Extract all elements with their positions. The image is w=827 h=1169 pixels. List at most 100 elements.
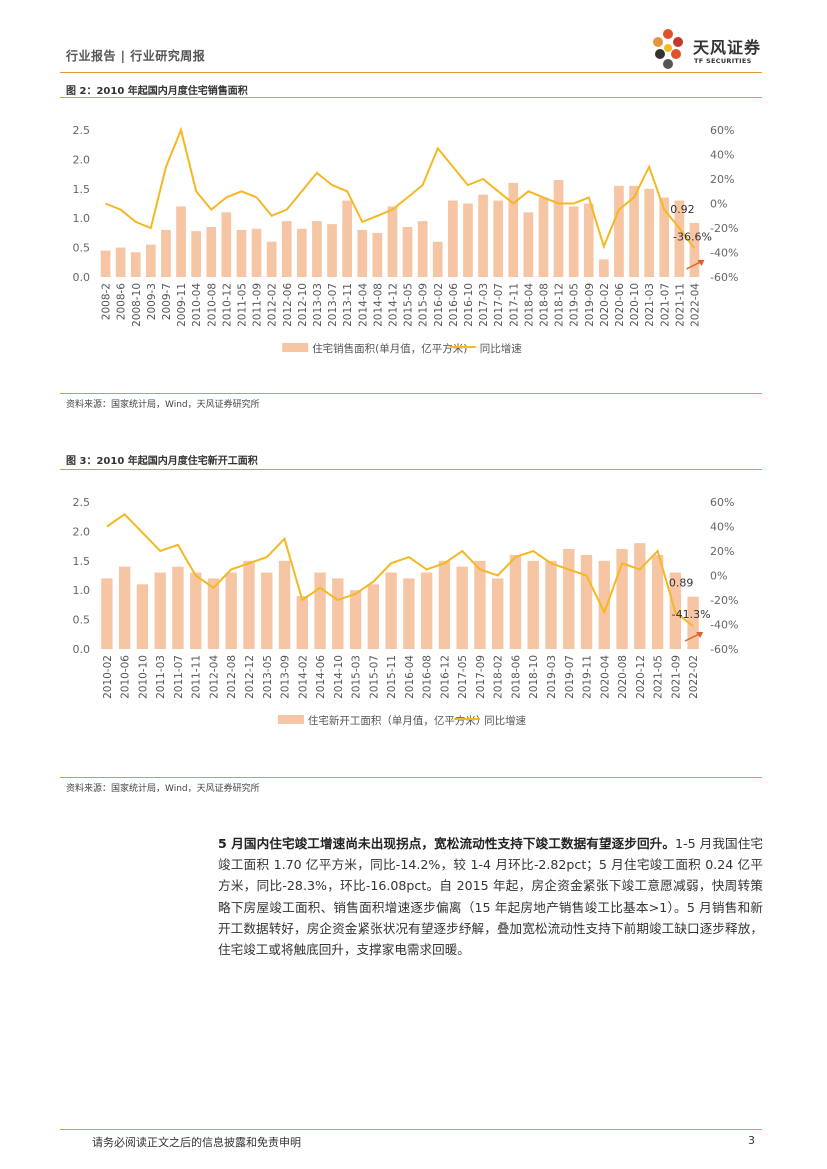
bar	[266, 241, 277, 277]
x-tick-label: 2010-06	[120, 655, 132, 699]
y-left-tick-label: 1.5	[73, 183, 91, 196]
bar	[463, 203, 473, 277]
bar-value-annotation: 0.92	[670, 203, 695, 216]
figure-3-svg: 0.0 0.5 1.0 1.5 2.0 2.5 -60% -40% -20% 0% 20% 40% 60…	[73, 496, 739, 727]
x-tick-label: 2017-05	[457, 655, 469, 699]
x-tick-label: 2014-02	[297, 655, 309, 699]
x-tick-label: 2013-07	[327, 283, 339, 327]
x-tick-label: 2009-7	[161, 283, 173, 320]
bar	[509, 554, 522, 649]
bar	[349, 590, 362, 649]
bar	[616, 549, 628, 649]
flower-logo-icon	[653, 29, 683, 69]
bar	[527, 560, 539, 649]
legend-bar-label: 住宅销售面积(单月值，亿平方米)	[312, 342, 467, 355]
bar	[221, 212, 232, 277]
bar	[403, 578, 415, 649]
y-left-tick-label: 1.5	[73, 555, 91, 568]
y-right-tick-label: 0%	[710, 198, 727, 211]
x-tick-label: 2012-02	[267, 283, 279, 327]
x-tick-label: 2016-08	[422, 655, 434, 699]
bar	[367, 584, 380, 649]
bar	[687, 596, 699, 649]
x-tick-label: 2015-09	[418, 283, 430, 327]
header-divider	[60, 72, 762, 73]
bar	[402, 227, 413, 277]
x-tick-label: 2013-05	[262, 655, 274, 699]
x-tick-label: 2018-04	[523, 283, 535, 327]
figure-2-bottom-rule	[60, 393, 762, 394]
x-tick-label: 2014-06	[315, 655, 327, 699]
bar	[417, 221, 428, 277]
x-tick-label: 2021-11	[674, 283, 686, 327]
figure-3-source: 资料来源：国家统计局，Wind，天风证券研究所	[66, 784, 260, 794]
bar	[438, 560, 451, 649]
x-tick-label: 2014-12	[387, 283, 399, 327]
figure-2-source: 资料来源：国家统计局，Wind，天风证券研究所	[66, 400, 260, 410]
x-tick-label: 2016-04	[404, 655, 416, 699]
y-left-tick-label: 2.5	[73, 124, 91, 137]
report-section-label: 行业报告 | 行业研究周报	[66, 49, 206, 63]
bar	[456, 566, 468, 649]
y-right-tick-label: -20%	[710, 594, 738, 607]
y-right-tick-label: 60%	[710, 124, 734, 137]
bar	[100, 250, 111, 277]
x-tick-label: 2017-11	[508, 283, 520, 327]
x-tick-label: 2011-07	[173, 655, 185, 699]
bar	[432, 241, 443, 277]
bar	[357, 229, 368, 277]
y-right-tick-label: 20%	[710, 173, 734, 186]
bar	[176, 206, 186, 277]
bar	[101, 578, 113, 649]
logo-name-cn: 天风证券	[693, 38, 762, 57]
bar	[508, 182, 519, 277]
x-tick-label: 2017-07	[493, 283, 505, 327]
bar	[492, 578, 504, 649]
bar	[644, 188, 654, 277]
x-tick-label: 2009-11	[176, 283, 188, 327]
bar	[118, 566, 131, 649]
legend-line-label: 同比增速	[480, 342, 522, 355]
bar	[634, 543, 646, 649]
x-tick-label: 2010-04	[191, 283, 203, 327]
x-tick-label: 2018-08	[538, 283, 550, 327]
x-tick-label: 2014-04	[357, 283, 369, 327]
figure-3-top-rule	[60, 469, 762, 470]
x-tick-label: 2019-09	[584, 283, 596, 327]
bar	[659, 197, 670, 277]
body-text: 1-5 月我国住宅竣工面积 1.70 亿平方米，同比-14.2%，较 1-4 月…	[218, 836, 763, 958]
bar	[327, 224, 337, 277]
x-tick-label: 2020-06	[614, 283, 626, 327]
x-tick-label: 2021-09	[670, 655, 682, 699]
bar	[206, 227, 217, 277]
x-tick-label: 2016-02	[433, 283, 445, 327]
figure-3-bottom-rule	[60, 777, 762, 778]
footer-divider	[60, 1129, 762, 1130]
x-tick-label: 2020-12	[635, 655, 647, 699]
annotation-arrowhead	[696, 632, 704, 638]
company-logo	[648, 26, 763, 72]
bar	[243, 560, 255, 649]
growth-line	[105, 126, 696, 250]
bar	[568, 206, 579, 277]
x-tick-label: 2011-11	[191, 655, 203, 699]
x-tick-label: 2008-2	[101, 283, 113, 320]
x-tick-label: 2018-02	[493, 655, 505, 699]
y-left-tick-label: 2.0	[73, 525, 91, 538]
x-tick-label: 2019-11	[582, 655, 594, 699]
figure-3-title: 图 3：2010 年起国内月度住宅新开工面积	[66, 456, 258, 467]
x-tick-label: 2018-10	[528, 655, 540, 699]
x-tick-label: 2018-06	[510, 655, 522, 699]
x-tick-label: 2010-08	[206, 283, 218, 327]
x-tick-label: 2014-08	[372, 283, 384, 327]
x-tick-label: 2019-05	[569, 283, 581, 327]
x-tick-label: 2017-09	[475, 655, 487, 699]
bar	[154, 572, 166, 649]
bar	[225, 572, 237, 649]
x-tick-label: 2009-3	[146, 283, 158, 320]
x-tick-label: 2020-08	[617, 655, 629, 699]
x-tick-label: 2008-10	[131, 283, 143, 327]
bar	[493, 200, 503, 277]
x-tick-label: 2021-03	[644, 283, 656, 327]
x-tick-label: 2012-04	[208, 655, 220, 699]
